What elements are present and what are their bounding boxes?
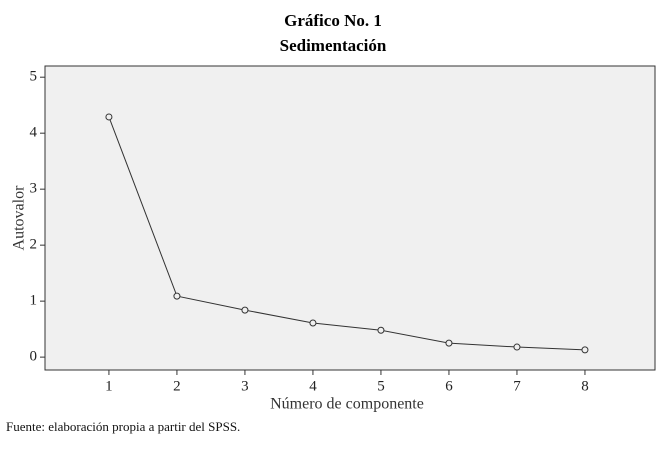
- data-point: [513, 343, 521, 351]
- data-point: [377, 326, 385, 334]
- y-tick-label: 1: [30, 293, 38, 309]
- chart-title: Gráfico No. 1: [284, 11, 382, 30]
- x-tick-label: 3: [241, 378, 249, 394]
- y-tick-label: 4: [30, 125, 38, 141]
- x-tick-label: 2: [173, 378, 181, 394]
- x-tick-label: 4: [309, 378, 317, 394]
- plot-area: [44, 65, 656, 371]
- x-axis-label: Número de componente: [270, 396, 424, 413]
- x-tick-label: 7: [513, 378, 521, 394]
- data-point: [105, 113, 113, 121]
- data-point: [445, 339, 453, 347]
- data-point: [241, 306, 249, 314]
- data-point: [309, 319, 317, 327]
- source-note: Fuente: elaboración propia a partir del …: [6, 419, 240, 434]
- data-point: [173, 292, 181, 300]
- y-axis-label: Autovalor: [11, 185, 28, 251]
- chart-subtitle: Sedimentación: [280, 36, 387, 55]
- y-tick-label: 0: [30, 349, 38, 365]
- x-tick-label: 8: [581, 378, 589, 394]
- y-tick-label: 2: [30, 237, 38, 253]
- data-point: [581, 346, 589, 354]
- x-tick-label: 6: [445, 378, 453, 394]
- x-tick-label: 5: [377, 378, 385, 394]
- x-tick-label: 1: [105, 378, 113, 394]
- y-tick-label: 5: [30, 69, 38, 85]
- y-tick-label: 3: [30, 181, 38, 197]
- data-line: [108, 116, 585, 351]
